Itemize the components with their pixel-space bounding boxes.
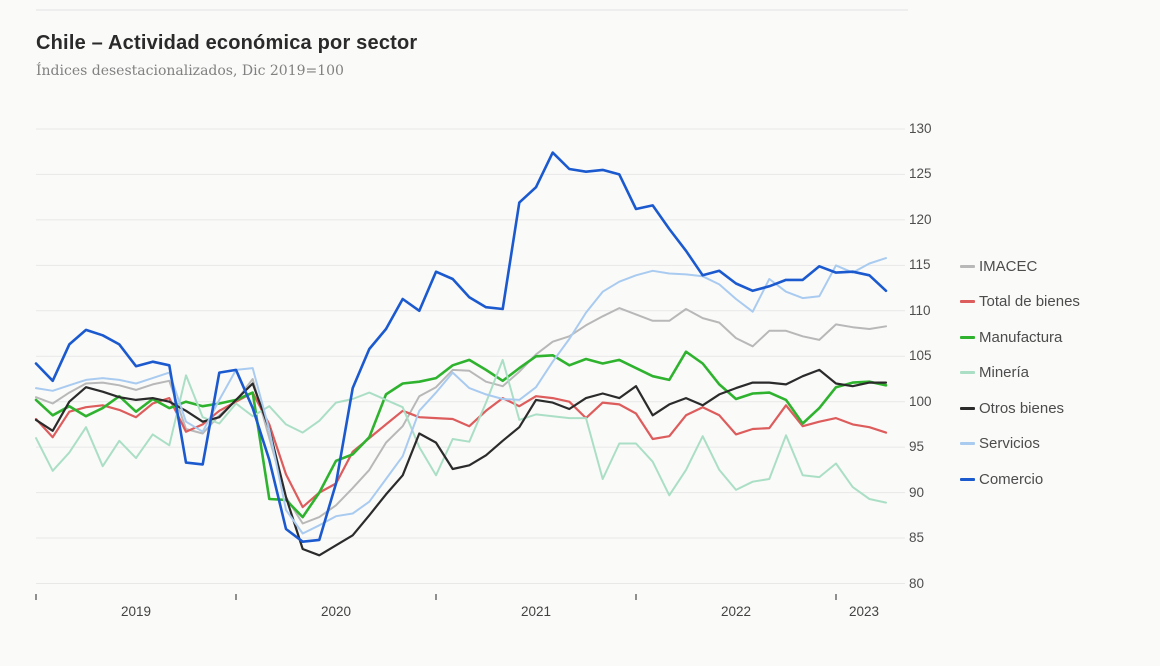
legend-label: Manufactura (979, 328, 1063, 346)
x-axis-tick-mark (435, 594, 437, 600)
legend-item-mineria: Minería (960, 362, 1029, 382)
y-axis-tick-label: 105 (909, 348, 932, 363)
x-axis-tick-label: 2021 (520, 604, 552, 619)
legend-swatch-comercio-icon (960, 477, 975, 481)
y-axis-tick-label: 80 (909, 576, 925, 591)
y-axis-tick-label: 115 (909, 257, 931, 272)
legend-item-servicios: Servicios (960, 433, 1040, 453)
y-axis-tick-label: 100 (909, 394, 932, 409)
y-axis-tick-label: 130 (909, 121, 932, 136)
series-line-otros-bienes (34, 368, 888, 557)
legend-label: Total de bienes (979, 292, 1080, 310)
legend-label: Otros bienes (979, 399, 1065, 417)
legend-item-total-de-bienes: Total de bienes (960, 291, 1080, 311)
x-axis-tick-mark (635, 594, 637, 600)
x-axis-tick-label: 2023 (848, 604, 880, 619)
series-line-total-de-bienes (34, 391, 888, 509)
x-axis-tick-mark (35, 594, 37, 600)
x-axis-tick-label: 2022 (720, 604, 752, 619)
y-axis-tick-label: 90 (909, 485, 925, 500)
legend-label: Minería (979, 363, 1030, 381)
legend-swatch-mineria-icon (960, 370, 975, 374)
legend-swatch-otros-bienes-icon (960, 406, 975, 410)
y-axis-tick-label: 110 (909, 303, 931, 318)
legend-item-otros-bienes: Otros bienes (960, 398, 1064, 418)
chart-title: Chile – Actividad económica por sector (36, 32, 418, 54)
series-line-servicios (35, 257, 887, 535)
legend-swatch-total-de-bienes-icon (960, 299, 975, 303)
legend-item-comercio: Comercio (960, 469, 1043, 489)
legend-swatch-imacec-icon (960, 264, 975, 268)
y-axis-tick-label: 85 (909, 530, 925, 545)
series-line-comercio (34, 151, 888, 544)
series-line-manufactura (34, 350, 888, 519)
legend-label: Servicios (979, 434, 1040, 452)
x-axis-tick-mark (835, 594, 837, 600)
legend-item-imacec: IMACEC (960, 256, 1037, 276)
series-line-imacec (35, 307, 887, 525)
x-axis-tick-mark (235, 594, 237, 600)
legend-swatch-manufactura-icon (960, 335, 975, 339)
legend-item-manufactura: Manufactura (960, 327, 1062, 347)
chart-subtitle: Índices desestacionalizados, Dic 2019=10… (36, 63, 344, 79)
legend-swatch-servicios-icon (960, 441, 975, 445)
x-axis-tick-label: 2020 (320, 604, 352, 619)
x-axis-tick-label: 2019 (120, 604, 152, 619)
legend-label: Comercio (979, 470, 1044, 488)
legend-label: IMACEC (979, 257, 1038, 275)
y-axis-tick-label: 125 (909, 166, 932, 181)
y-axis-tick-label: 120 (909, 212, 932, 227)
y-axis-tick-label: 95 (909, 439, 925, 454)
